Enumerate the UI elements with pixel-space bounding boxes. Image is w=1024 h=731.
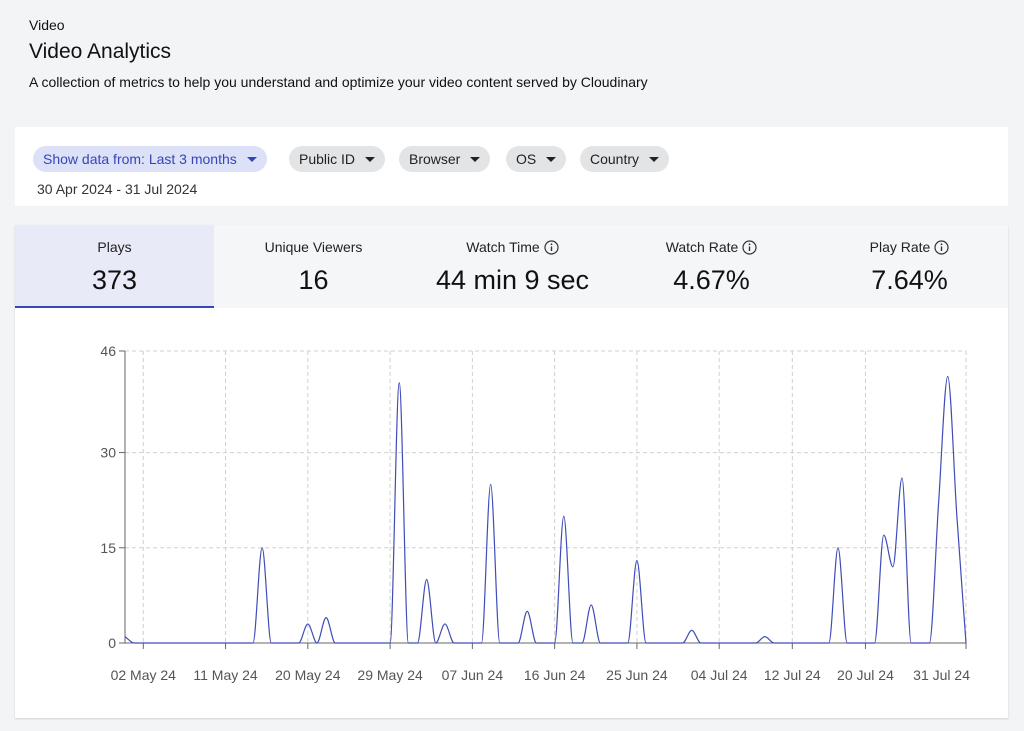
info-icon[interactable] bbox=[544, 240, 559, 255]
y-tick-label: 46 bbox=[100, 343, 116, 359]
x-tick-label: 07 Jun 24 bbox=[442, 667, 504, 683]
metric-value: 373 bbox=[91, 265, 138, 295]
metric-label: Watch Time bbox=[466, 239, 540, 255]
date-filter[interactable]: Show data from: Last 3 months bbox=[33, 146, 267, 172]
metric-value: 7.64% bbox=[871, 265, 948, 295]
info-icon[interactable] bbox=[742, 240, 757, 255]
metric-tab[interactable]: Watch Rate 4.67% bbox=[612, 225, 811, 308]
metric-tab[interactable]: Play Rate 7.64% bbox=[811, 225, 1008, 308]
metric-tab[interactable]: Plays 373 bbox=[15, 225, 214, 308]
page-description: A collection of metrics to help you unde… bbox=[29, 74, 648, 90]
x-tick-label: 20 Jul 24 bbox=[837, 667, 894, 683]
chart: 0 15 30 46 02 May 24 11 May 24 20 May 24 29 May… bbox=[100, 343, 970, 683]
date-range: 30 Apr 2024 - 31 Jul 2024 bbox=[37, 181, 198, 197]
metric-label: Plays bbox=[97, 239, 132, 255]
y-tick-label: 15 bbox=[100, 540, 116, 556]
metric-label: Unique Viewers bbox=[264, 239, 363, 255]
country-filter[interactable]: Country bbox=[580, 146, 670, 172]
x-tick-label: 31 Jul 24 bbox=[913, 667, 970, 683]
os-filter[interactable]: OS bbox=[506, 146, 567, 172]
data-line bbox=[124, 375, 967, 644]
x-tick-label: 16 Jun 24 bbox=[524, 667, 586, 683]
filter-bar: Show data from: Last 3 months Public ID … bbox=[15, 127, 1008, 206]
metric-value: 16 bbox=[298, 265, 329, 295]
info-icon[interactable] bbox=[934, 240, 949, 255]
metrics-card: Plays 373 Unique Viewers 16 Watch Time 4… bbox=[15, 225, 1008, 718]
browser-filter[interactable]: Browser bbox=[399, 146, 491, 172]
x-tick-label: 02 May 24 bbox=[111, 667, 177, 683]
metric-value: 4.67% bbox=[673, 265, 750, 295]
metric-tab[interactable]: Watch Time 44 min 9 sec bbox=[413, 225, 612, 308]
public-id-filter[interactable]: Public ID bbox=[289, 146, 386, 172]
x-tick-label: 04 Jul 24 bbox=[691, 667, 748, 683]
x-tick-label: 20 May 24 bbox=[275, 667, 341, 683]
metric-label: Play Rate bbox=[869, 239, 931, 255]
section-label: Video bbox=[29, 17, 65, 33]
metric-tab[interactable]: Unique Viewers 16 bbox=[214, 225, 413, 308]
metric-label: Watch Rate bbox=[665, 239, 739, 255]
y-tick-label: 0 bbox=[108, 635, 116, 651]
x-tick-label: 12 Jul 24 bbox=[764, 667, 821, 683]
y-tick-label: 30 bbox=[100, 445, 116, 461]
x-tick-label: 25 Jun 24 bbox=[606, 667, 668, 683]
x-tick-label: 11 May 24 bbox=[193, 667, 258, 683]
metric-value: 44 min 9 sec bbox=[435, 265, 590, 295]
x-tick-label: 29 May 24 bbox=[357, 667, 423, 683]
page-title: Video Analytics bbox=[29, 40, 172, 63]
